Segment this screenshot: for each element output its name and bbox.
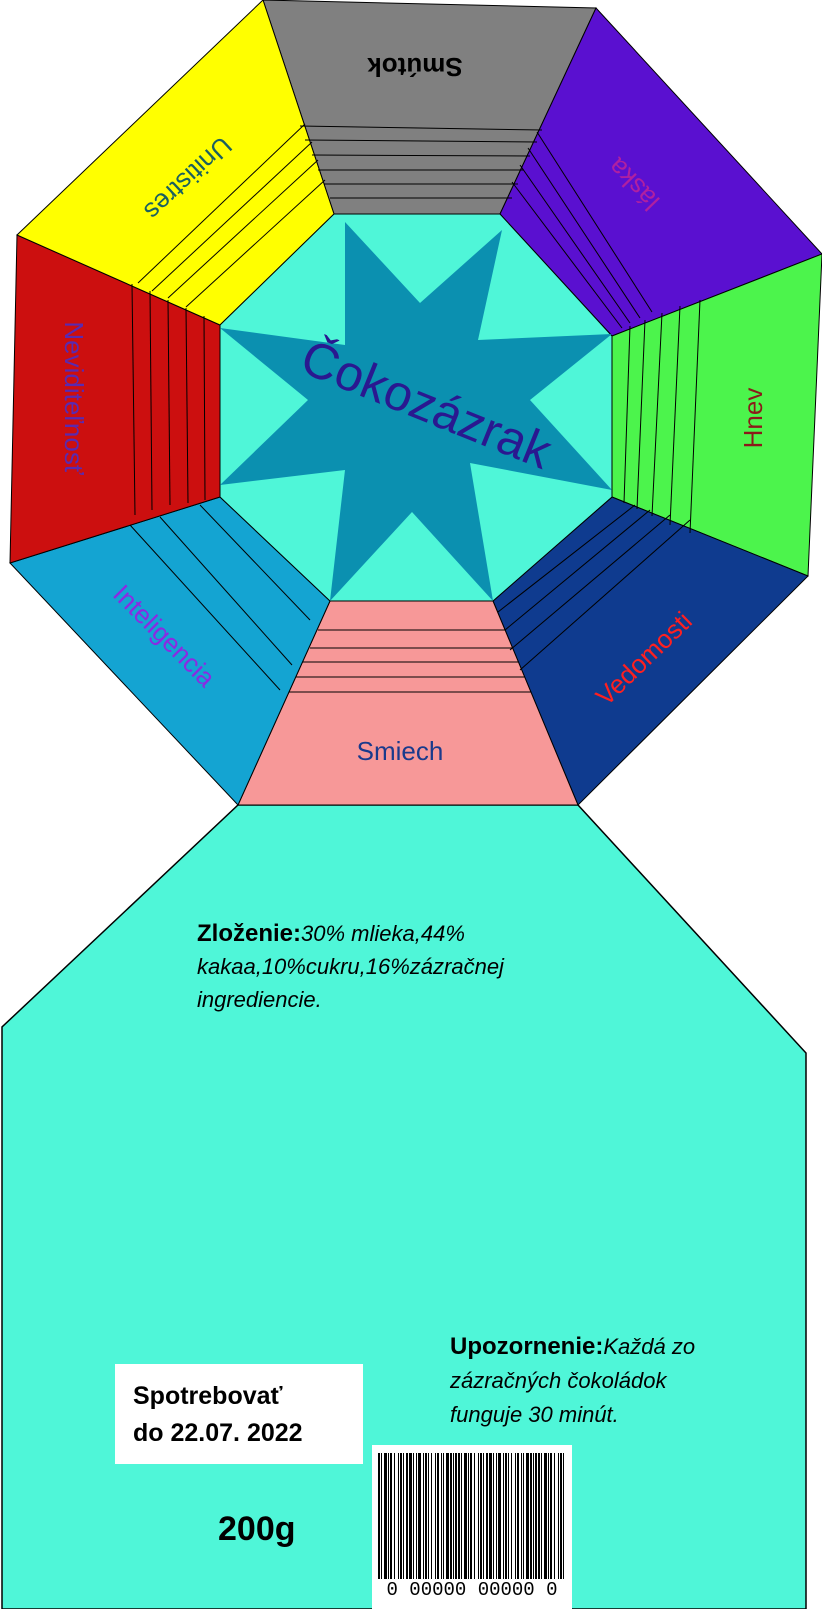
- barcode-bar: [384, 1453, 387, 1583]
- star-shape: [220, 222, 612, 601]
- barcode-bar: [478, 1453, 479, 1583]
- barcode-bars: [378, 1453, 564, 1583]
- barcode-bar: [517, 1453, 519, 1583]
- expiry-line-2: do 22.07. 2022: [133, 1419, 303, 1447]
- barcode-bar: [390, 1453, 392, 1583]
- barcode-bar: [381, 1453, 382, 1583]
- barcode-bar: [480, 1453, 482, 1583]
- expiry-line-1: Spotrebovať: [133, 1382, 283, 1410]
- barcode-bar: [378, 1453, 380, 1583]
- barcode-bar: [470, 1453, 472, 1583]
- label-right: Hnev: [738, 388, 768, 449]
- barcode-bar: [403, 1453, 404, 1583]
- barcode-bar: [503, 1453, 504, 1583]
- barcode-bar: [560, 1453, 562, 1583]
- barcode-bar: [558, 1453, 559, 1583]
- barcode-bar: [526, 1453, 529, 1583]
- barcode-bar: [441, 1453, 442, 1583]
- barcode-bar: [455, 1453, 457, 1583]
- barcode-bar: [394, 1453, 395, 1583]
- barcode-bar: [431, 1453, 432, 1583]
- barcode-bar: [511, 1453, 512, 1583]
- barcode-bar: [474, 1453, 475, 1583]
- barcode-bar: [418, 1453, 421, 1583]
- label-top: Smútok: [367, 52, 463, 82]
- barcode-bar: [446, 1453, 449, 1583]
- barcode-bar: [493, 1453, 494, 1583]
- barcode: 0 00000 00000 0: [372, 1445, 572, 1609]
- barcode-bar: [508, 1453, 509, 1583]
- barcode-bar: [554, 1453, 555, 1583]
- barcode-bar: [530, 1453, 532, 1583]
- barcode-bar: [443, 1453, 444, 1583]
- barcode-bar: [450, 1453, 452, 1583]
- barcode-bar: [489, 1453, 492, 1583]
- barcode-bar: [413, 1453, 414, 1583]
- warning-text: Každá zo zázračných čokoládok funguje 30…: [450, 1334, 696, 1427]
- barcode-bar: [483, 1453, 484, 1583]
- barcode-bar: [563, 1453, 564, 1583]
- barcode-bar: [409, 1453, 412, 1583]
- stripe-lines: [129, 123, 701, 693]
- expiry-box: Spotrebovať do 22.07. 2022: [115, 1364, 363, 1464]
- barcode-bar: [550, 1453, 552, 1583]
- barcode-bar: [388, 1453, 389, 1583]
- barcode-bar: [544, 1453, 547, 1583]
- barcode-bar: [435, 1453, 436, 1583]
- barcode-bar: [538, 1453, 540, 1583]
- barcode-digits: 0 00000 00000 0: [372, 1579, 572, 1601]
- barcode-bar: [533, 1453, 534, 1583]
- barcode-bar: [496, 1453, 497, 1583]
- barcode-bar: [398, 1453, 399, 1583]
- composition-heading: Zloženie:: [197, 920, 302, 947]
- barcode-bar: [548, 1453, 549, 1583]
- barcode-bar: [521, 1453, 522, 1583]
- barcode-bar: [486, 1453, 488, 1583]
- barcode-bar: [400, 1453, 402, 1583]
- composition-text: 30% mlieka,44% kakaa,10%cukru,16%zázračn…: [197, 921, 504, 1012]
- warning-heading: Upozornenie:: [450, 1333, 604, 1360]
- composition-block: Zloženie:30% mlieka,44% kakaa,10%cukru,1…: [197, 917, 557, 1016]
- barcode-bar: [453, 1453, 454, 1583]
- barcode-bar: [406, 1453, 408, 1583]
- barcode-bar: [437, 1453, 439, 1583]
- barcode-bar: [515, 1453, 516, 1583]
- weight-label: 200g: [218, 1510, 296, 1548]
- barcode-bar: [468, 1453, 469, 1583]
- barcode-bar: [416, 1453, 417, 1583]
- barcode-bar: [505, 1453, 507, 1583]
- barcode-bar: [541, 1453, 542, 1583]
- barcode-bar: [523, 1453, 524, 1583]
- label-bottom: Smiech: [357, 736, 444, 766]
- barcode-bar: [425, 1453, 427, 1583]
- barcode-bar: [498, 1453, 501, 1583]
- label-left: Neviditeľnosť: [59, 321, 89, 474]
- barcode-bar: [461, 1453, 462, 1583]
- barcode-bar: [423, 1453, 424, 1583]
- warning-block: Upozornenie:Každá zo zázračných čokoládo…: [450, 1330, 740, 1432]
- barcode-bar: [428, 1453, 429, 1583]
- barcode-bar: [535, 1453, 537, 1583]
- barcode-bar: [464, 1453, 467, 1583]
- barcode-bar: [458, 1453, 460, 1583]
